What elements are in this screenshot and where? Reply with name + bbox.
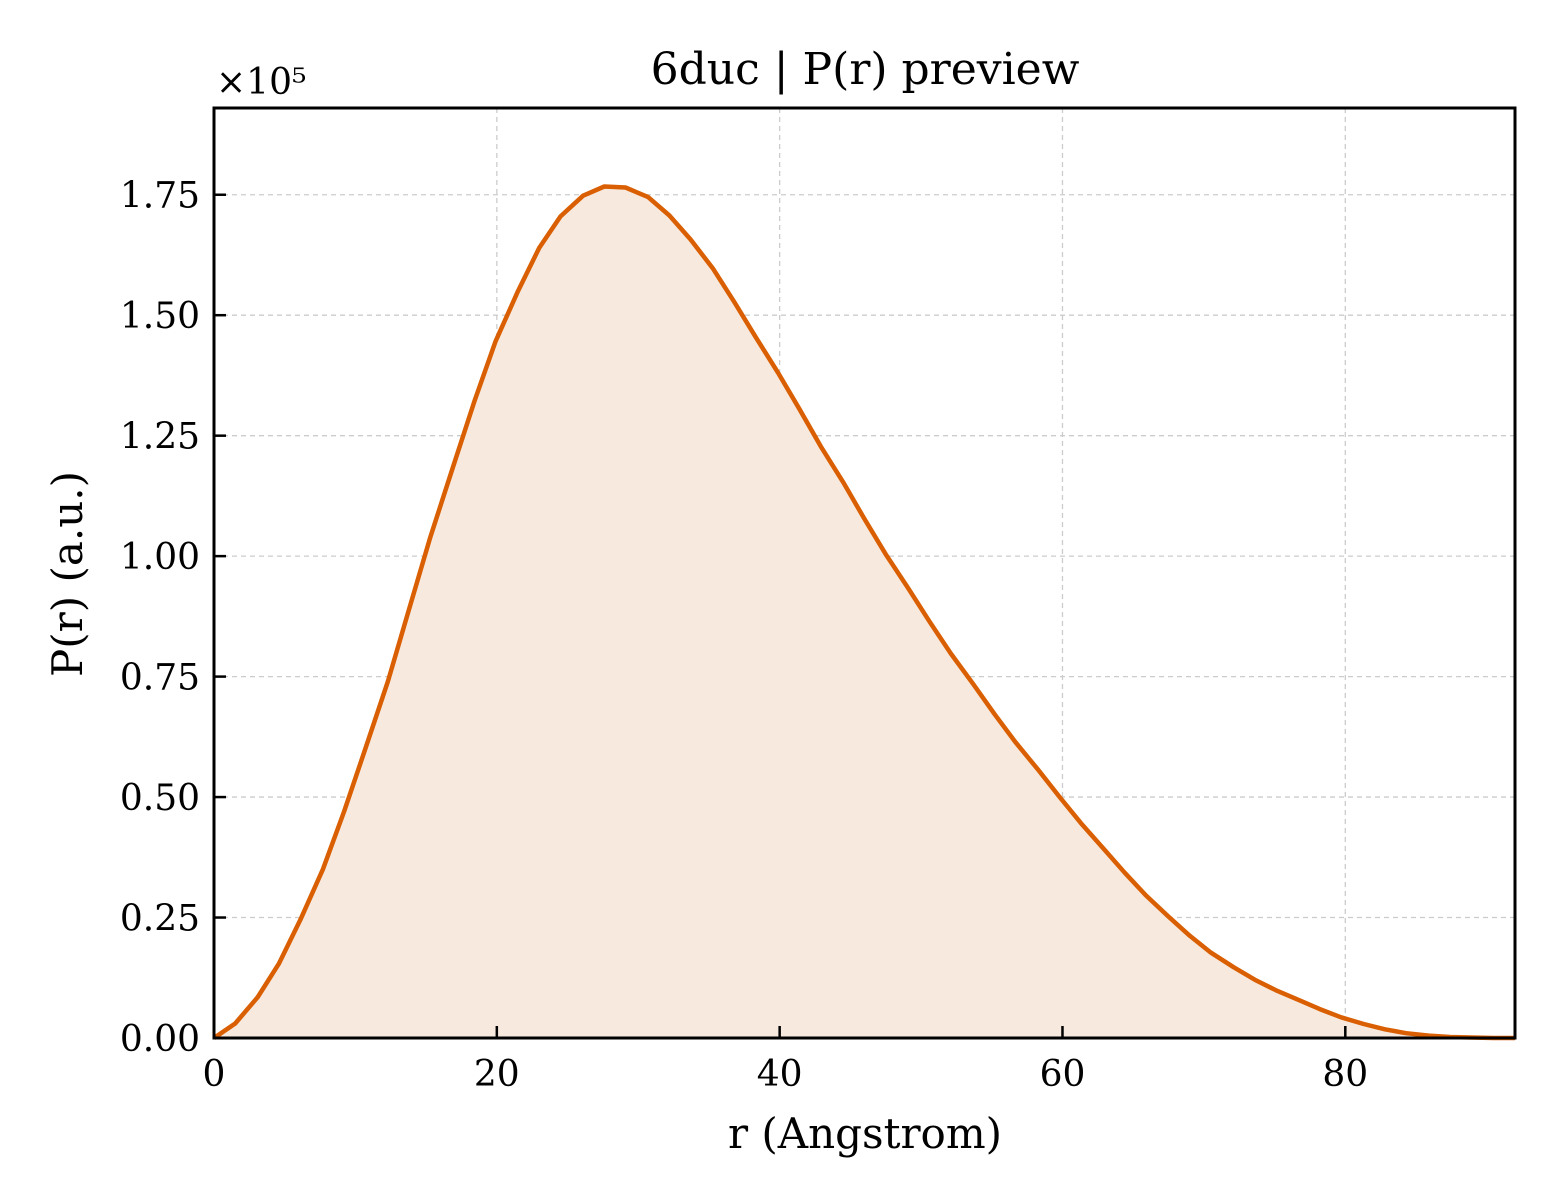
- x-tick-label: 80: [1322, 1054, 1368, 1095]
- y-tick-label: 0.00: [120, 1019, 200, 1060]
- x-axis-label: r (Angstrom): [728, 1109, 1002, 1158]
- y-tick-label: 0.25: [120, 899, 200, 940]
- series-line: [212, 184, 1515, 1041]
- y-tick-label: 0.50: [120, 778, 200, 819]
- series-area-fill: [214, 186, 1515, 1038]
- y-tick-label: 1.25: [120, 417, 200, 458]
- y-axis-label: P(r) (a.u.): [43, 471, 92, 677]
- y-axis-multiplier: ×10⁵: [216, 62, 306, 103]
- chart-title: 6duc | P(r) preview: [651, 44, 1080, 95]
- x-tick-label: 40: [757, 1054, 803, 1095]
- axis-ticks: 0 20 40 60 80 0.00 0.25 0.50 0.75 1.00 1.25 1.50 1.7…: [120, 176, 1368, 1095]
- y-tick-label: 0.75: [120, 658, 200, 699]
- x-tick-label: 0: [203, 1054, 226, 1095]
- x-tick-label: 60: [1040, 1054, 1086, 1095]
- plot-frame: [212, 106, 1517, 1040]
- y-tick-label: 1.75: [120, 176, 200, 217]
- y-tick-label: 1.50: [120, 296, 200, 337]
- x-tick-label: 20: [474, 1054, 520, 1095]
- y-tick-label: 1.00: [120, 537, 200, 578]
